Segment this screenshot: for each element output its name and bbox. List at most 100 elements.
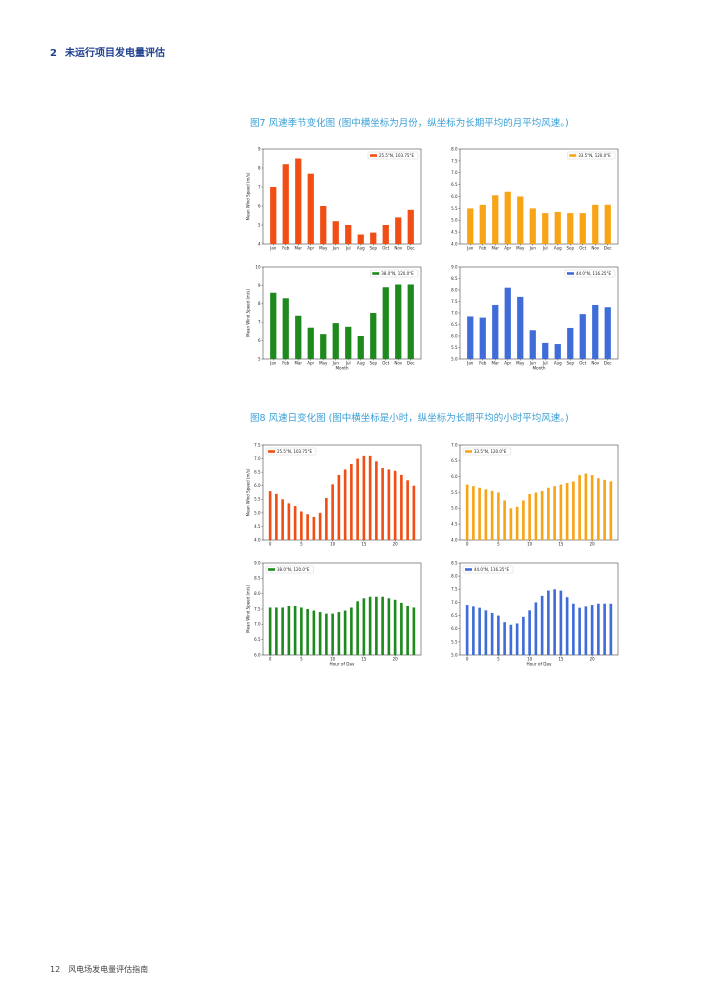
bar bbox=[609, 481, 613, 540]
bar bbox=[478, 607, 481, 655]
y-tick-label: 7.0 bbox=[254, 456, 261, 461]
x-tick-label: 0 bbox=[269, 542, 272, 547]
x-tick-label: 15 bbox=[361, 542, 367, 547]
bar bbox=[312, 610, 316, 655]
bar bbox=[503, 622, 506, 655]
bar bbox=[547, 487, 550, 540]
bar bbox=[407, 209, 414, 244]
y-axis-label: Mean Wind Speed (m/s) bbox=[246, 289, 251, 337]
plot-frame bbox=[262, 266, 422, 360]
bar bbox=[504, 191, 511, 244]
y-tick-label: 5.0 bbox=[451, 652, 458, 657]
x-tick-label: May bbox=[516, 246, 525, 251]
plot-frame bbox=[459, 266, 619, 360]
bar bbox=[572, 481, 575, 540]
bar bbox=[275, 607, 278, 655]
x-tick-label: 10 bbox=[330, 542, 336, 547]
x-tick-label: 20 bbox=[590, 657, 596, 662]
bar bbox=[387, 598, 391, 655]
bar bbox=[522, 616, 525, 655]
y-tick-label: 6.0 bbox=[451, 333, 458, 338]
chart-monthly-panel-4: 5.0 5.5 6.0 6.5 7.0 7.5 8.0 8.5 9.0 Jan Feb Mar Apr M… bbox=[442, 263, 622, 370]
chart-hourly-panel-1: 4.0 4.5 5.0 5.5 6.0 6.5 7.0 7.5 Mean Wind Speed … bbox=[245, 441, 425, 548]
legend-box bbox=[370, 269, 419, 278]
legend-swatch bbox=[268, 450, 275, 453]
y-tick-label: 6 bbox=[258, 203, 261, 208]
bar bbox=[465, 605, 469, 655]
legend-label: 25.5°N, 103.75°E bbox=[277, 449, 312, 454]
x-tick-label: 15 bbox=[558, 542, 564, 547]
y-tick-label: 7.5 bbox=[254, 606, 261, 611]
bar bbox=[467, 316, 474, 359]
x-tick-label: Feb bbox=[282, 246, 290, 251]
bar bbox=[529, 330, 536, 359]
x-tick-label: Mar bbox=[294, 361, 302, 366]
plot-frame bbox=[459, 444, 619, 541]
x-tick-label: Mar bbox=[491, 246, 499, 251]
bar bbox=[559, 484, 563, 540]
bar bbox=[603, 603, 606, 655]
bar bbox=[497, 492, 500, 540]
y-tick-label: 7 bbox=[258, 184, 261, 189]
section-header: 2 未运行项目发电量评估 bbox=[50, 44, 165, 59]
y-axis-label: Mean Wind Speed (m/s) bbox=[246, 468, 251, 516]
bar bbox=[362, 598, 366, 655]
bar bbox=[412, 607, 416, 655]
y-tick-label: 7.5 bbox=[451, 299, 458, 304]
x-tick-label: 0 bbox=[466, 542, 469, 547]
y-tick-label: 6.5 bbox=[254, 470, 261, 475]
x-tick-label: 5 bbox=[300, 657, 303, 662]
x-tick-label: Apr bbox=[504, 246, 511, 251]
bar bbox=[307, 327, 314, 359]
bar bbox=[268, 607, 272, 655]
bar bbox=[357, 234, 364, 244]
bar bbox=[553, 589, 556, 655]
x-tick-label: Sep bbox=[369, 246, 377, 251]
bar bbox=[492, 304, 499, 359]
bar bbox=[590, 605, 594, 655]
bar bbox=[490, 612, 494, 655]
bar bbox=[400, 474, 403, 540]
plot-frame bbox=[262, 562, 422, 656]
bar bbox=[522, 500, 525, 540]
bar bbox=[337, 474, 341, 540]
bar bbox=[375, 596, 378, 655]
x-tick-label: Sep bbox=[369, 361, 377, 366]
x-tick-label: 10 bbox=[330, 657, 336, 662]
y-tick-label: 5.5 bbox=[451, 206, 458, 211]
bar bbox=[515, 506, 519, 540]
y-tick-label: 4.5 bbox=[451, 522, 458, 527]
y-tick-label: 6.0 bbox=[451, 626, 458, 631]
chart-hourly-panel-4: 5.0 5.5 6.0 6.5 7.0 7.5 8.0 8.5 0 5 10 15 20 Hour of … bbox=[442, 559, 622, 666]
x-tick-label: 20 bbox=[393, 542, 399, 547]
x-tick-label: Jul bbox=[345, 361, 351, 366]
bar bbox=[565, 483, 569, 540]
bar bbox=[406, 480, 409, 540]
legend-box bbox=[462, 565, 514, 574]
bar bbox=[362, 455, 366, 540]
bar bbox=[320, 334, 327, 359]
x-tick-label: 15 bbox=[558, 657, 564, 662]
bar bbox=[320, 206, 327, 244]
bar bbox=[479, 204, 486, 244]
y-tick-label: 4.0 bbox=[451, 241, 458, 246]
y-tick-label: 7.0 bbox=[254, 622, 261, 627]
bar bbox=[472, 606, 475, 655]
x-tick-label: Oct bbox=[382, 361, 389, 366]
y-tick-label: 5.5 bbox=[254, 497, 261, 502]
y-tick-label: 10 bbox=[255, 264, 261, 269]
bar bbox=[393, 599, 397, 655]
legend-label: 44.0°N, 116.25°E bbox=[576, 271, 611, 276]
x-tick-label: Dec bbox=[407, 246, 415, 251]
bar bbox=[295, 315, 302, 359]
bar bbox=[331, 613, 334, 655]
chart-svg: 4.0 4.5 5.0 5.5 6.0 6.5 7.0 7.5 Mean Wind Speed … bbox=[246, 442, 422, 547]
x-tick-label: May bbox=[319, 246, 328, 251]
legend-swatch bbox=[465, 450, 472, 453]
chart-svg: 5.0 5.5 6.0 6.5 7.0 7.5 8.0 8.5 0 5 10 15 20 Hour of … bbox=[451, 560, 619, 666]
bar bbox=[484, 489, 488, 540]
y-tick-label: 5.5 bbox=[451, 345, 458, 350]
bar bbox=[554, 344, 561, 359]
legend-box bbox=[462, 447, 511, 456]
x-tick-label: 0 bbox=[269, 657, 272, 662]
